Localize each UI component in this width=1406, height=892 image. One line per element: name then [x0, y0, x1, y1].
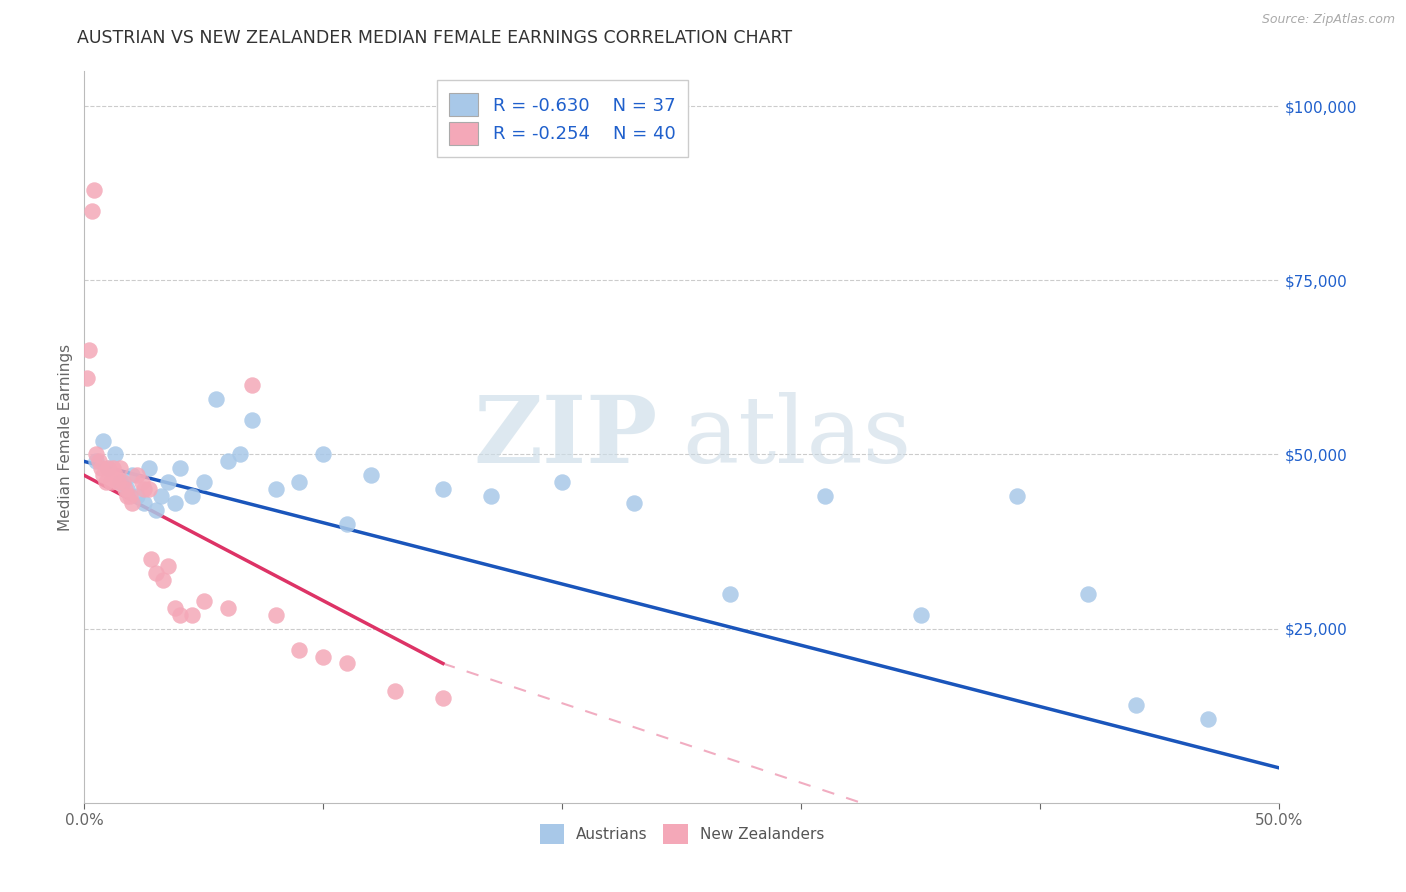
Text: Source: ZipAtlas.com: Source: ZipAtlas.com: [1261, 13, 1395, 27]
Point: [312, 649, 335, 664]
Point: [288, 475, 311, 490]
Point: [93, 434, 115, 448]
Point: [86, 454, 108, 468]
Point: [205, 392, 228, 406]
Point: [125, 468, 148, 483]
Point: [110, 461, 132, 475]
Point: [101, 461, 124, 475]
Text: atlas: atlas: [682, 392, 911, 482]
Text: ZIP: ZIP: [474, 392, 658, 482]
Point: [118, 489, 141, 503]
Point: [138, 483, 160, 497]
Point: [384, 684, 406, 698]
Point: [86, 448, 108, 462]
Point: [157, 475, 180, 490]
Point: [104, 448, 127, 462]
Point: [432, 691, 454, 706]
Point: [165, 496, 187, 510]
Point: [87, 454, 110, 468]
Point: [100, 475, 122, 490]
Y-axis label: Median Female Earnings: Median Female Earnings: [58, 343, 73, 531]
Point: [149, 489, 172, 503]
Point: [336, 657, 359, 671]
Point: [288, 642, 311, 657]
Point: [240, 412, 263, 426]
Point: [623, 496, 645, 510]
Point: [479, 489, 502, 503]
Point: [551, 475, 574, 490]
Point: [121, 468, 143, 483]
Point: [90, 461, 112, 475]
Point: [169, 607, 191, 622]
Point: [104, 468, 127, 483]
Point: [157, 558, 180, 573]
Point: [336, 517, 359, 532]
Point: [131, 475, 153, 490]
Text: AUSTRIAN VS NEW ZEALANDER MEDIAN FEMALE EARNINGS CORRELATION CHART: AUSTRIAN VS NEW ZEALANDER MEDIAN FEMALE …: [77, 29, 793, 46]
Point: [360, 468, 382, 483]
Point: [117, 483, 139, 497]
Point: [217, 600, 239, 615]
Point: [77, 343, 100, 357]
Point: [264, 607, 287, 622]
Point: [97, 461, 120, 475]
Point: [83, 183, 105, 197]
Point: [240, 377, 263, 392]
Point: [114, 483, 136, 497]
Point: [1197, 712, 1219, 726]
Point: [1005, 489, 1028, 503]
Point: [217, 454, 239, 468]
Point: [97, 461, 120, 475]
Point: [312, 448, 335, 462]
Point: [107, 475, 129, 490]
Legend: Austrians, New Zealanders: Austrians, New Zealanders: [533, 818, 831, 850]
Point: [80, 203, 103, 218]
Point: [145, 566, 167, 580]
Point: [910, 607, 932, 622]
Point: [117, 489, 139, 503]
Point: [138, 461, 160, 475]
Point: [169, 461, 191, 475]
Point: [181, 607, 204, 622]
Point: [814, 489, 837, 503]
Point: [1125, 698, 1147, 713]
Point: [432, 483, 454, 497]
Point: [121, 496, 143, 510]
Point: [193, 594, 215, 608]
Point: [132, 496, 156, 510]
Point: [181, 489, 204, 503]
Point: [141, 552, 163, 566]
Point: [229, 448, 252, 462]
Point: [718, 587, 741, 601]
Point: [125, 489, 148, 503]
Point: [193, 475, 215, 490]
Point: [152, 573, 174, 587]
Point: [132, 483, 156, 497]
Point: [110, 475, 132, 490]
Point: [76, 371, 98, 385]
Point: [1077, 587, 1099, 601]
Point: [165, 600, 187, 615]
Point: [111, 475, 134, 490]
Point: [94, 475, 117, 490]
Point: [264, 483, 287, 497]
Point: [93, 468, 115, 483]
Point: [145, 503, 167, 517]
